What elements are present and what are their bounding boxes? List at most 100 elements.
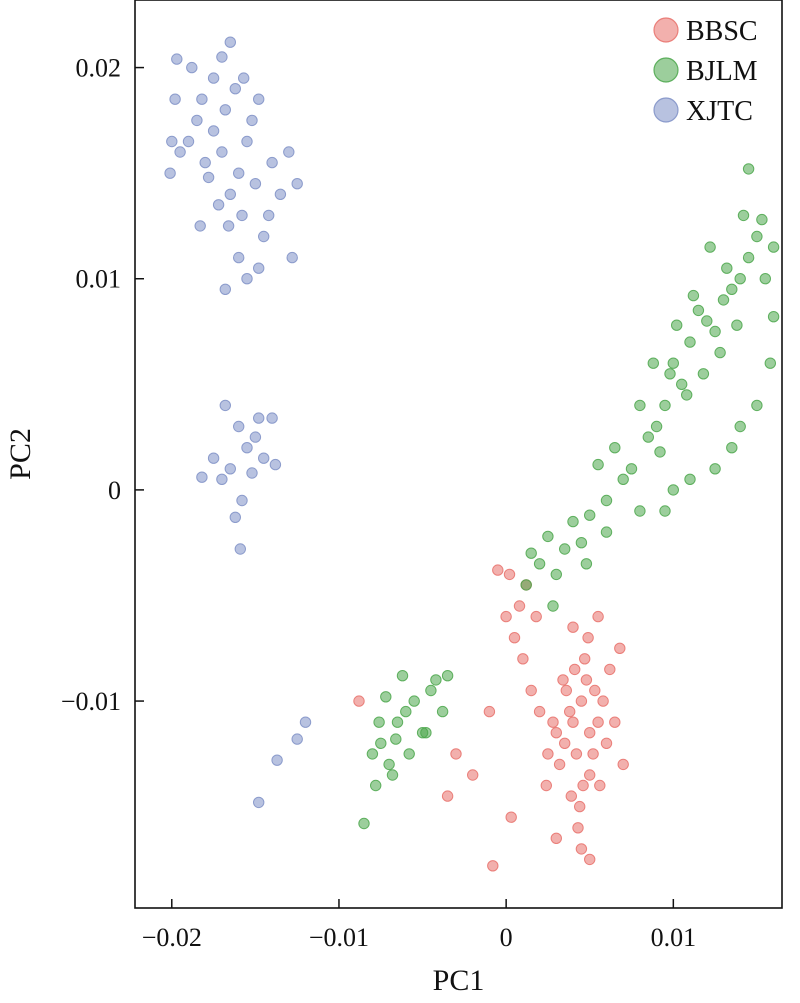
point-xjtc (253, 262, 265, 274)
point-bjlm (742, 163, 755, 175)
point-bbsc (584, 853, 596, 866)
x-tick-label: 0.01 (651, 923, 697, 952)
point-xjtc (224, 463, 237, 475)
point-bjlm (767, 311, 780, 323)
point-xjtc (246, 114, 258, 127)
point-bjlm (697, 368, 710, 380)
point-bjlm (687, 289, 700, 302)
point-xjtc (224, 36, 237, 48)
point-bbsc (589, 684, 601, 697)
point-bjlm (373, 716, 385, 728)
point-bbsc (575, 695, 588, 707)
point-bjlm (664, 368, 676, 380)
y-tick-label: −0.01 (61, 687, 121, 716)
point-xjtc (182, 135, 195, 148)
point-bbsc (584, 727, 596, 739)
point-xjtc (263, 209, 275, 222)
point-bjlm (391, 716, 404, 728)
point-bjlm (759, 273, 771, 285)
point-xjtc (266, 156, 278, 169)
point-bbsc (600, 737, 613, 749)
x-tick-label: −0.02 (142, 923, 202, 952)
series-xjtc (164, 36, 312, 809)
legend-marker (653, 17, 679, 43)
point-xjtc (241, 442, 253, 454)
point-xjtc (286, 251, 298, 264)
point-bbsc (617, 758, 629, 771)
point-bjlm (634, 399, 646, 412)
y-axis-label: PC2 (4, 428, 37, 480)
point-bbsc (540, 779, 552, 792)
x-axis-ticks: −0.02 −0.01 0 0.01 (142, 899, 696, 952)
plot-frame (134, 0, 783, 909)
point-bjlm (721, 262, 733, 274)
point-bbsc (597, 695, 609, 707)
point-bjlm (737, 209, 750, 222)
point-bbsc (505, 811, 517, 823)
point-xjtc (238, 72, 250, 84)
point-xjtc (207, 72, 220, 84)
point-bjlm (520, 579, 532, 591)
x-tick-label: 0 (500, 923, 513, 952)
point-xjtc (207, 452, 220, 464)
legend-marker (653, 57, 679, 83)
point-bbsc (560, 684, 572, 697)
legend-item-xjtc: XJTC (653, 96, 753, 127)
point-bjlm (609, 442, 621, 454)
point-xjtc (219, 104, 232, 116)
series-bjlm (358, 163, 780, 830)
point-xjtc (249, 431, 262, 443)
point-bbsc (570, 748, 583, 760)
point-bjlm (408, 695, 420, 707)
point-xjtc (269, 458, 282, 471)
point-xjtc (233, 420, 245, 433)
point-bbsc (557, 674, 569, 686)
point-xjtc (233, 167, 245, 179)
point-bbsc (592, 610, 604, 623)
point-bjlm (647, 357, 659, 369)
point-xjtc (283, 146, 295, 158)
point-xjtc (186, 61, 198, 74)
point-bbsc (574, 800, 586, 813)
point-bbsc (572, 822, 584, 834)
point-xjtc (202, 171, 215, 184)
point-xjtc (258, 230, 270, 243)
point-bbsc (582, 632, 594, 644)
point-xjtc (234, 543, 247, 555)
point-bbsc (584, 769, 596, 781)
point-bbsc (567, 621, 579, 633)
point-bjlm (709, 463, 721, 475)
point-bjlm (400, 705, 412, 718)
point-bjlm (717, 294, 730, 306)
legend: BBSC BJLM XJTC (653, 16, 758, 127)
point-bbsc (353, 695, 365, 707)
point-bjlm (756, 213, 768, 226)
point-xjtc (241, 135, 253, 148)
point-bjlm (592, 458, 604, 471)
point-xjtc (216, 51, 228, 63)
point-xjtc (229, 83, 242, 95)
point-bjlm (642, 431, 654, 443)
point-bjlm (726, 442, 738, 454)
point-xjtc (207, 125, 220, 137)
point-xjtc (219, 283, 232, 295)
point-bbsc (533, 705, 546, 718)
point-xjtc (249, 178, 262, 190)
point-bbsc (569, 663, 581, 676)
point-bjlm (634, 505, 646, 517)
point-xjtc (229, 511, 242, 523)
point-bjlm (676, 378, 688, 390)
point-bjlm (575, 537, 588, 549)
point-xjtc (222, 220, 235, 232)
legend-item-bbsc: BBSC (653, 16, 758, 47)
point-bjlm (547, 600, 559, 612)
point-bjlm (567, 515, 579, 528)
point-xjtc (246, 467, 258, 479)
point-bjlm (375, 737, 387, 749)
point-xjtc (164, 167, 176, 179)
point-xjtc (291, 178, 303, 190)
point-bjlm (764, 357, 776, 369)
y-tick-label: 0 (108, 476, 121, 505)
point-bjlm (525, 547, 537, 559)
point-bbsc (553, 758, 566, 771)
